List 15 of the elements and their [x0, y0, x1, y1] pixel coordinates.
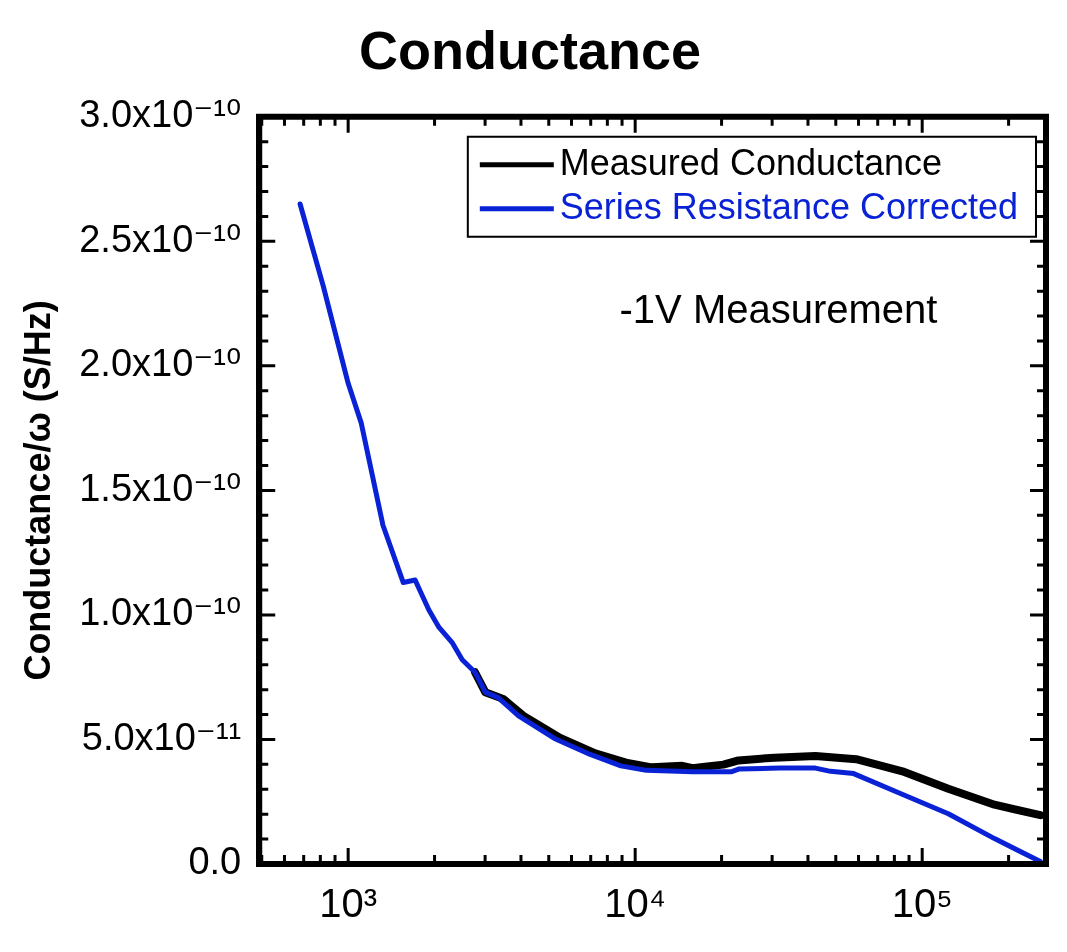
y-tick-label: 0.0 — [188, 840, 242, 883]
legend-label: Series Resistance Corrected — [559, 185, 1019, 227]
y-tick-label: 1.5x10⁻¹⁰ — [79, 466, 242, 509]
y-tick-label: 5.0x10⁻¹¹ — [81, 715, 242, 758]
y-tick-label: 2.0x10⁻¹⁰ — [79, 342, 242, 385]
x-tick-label: 10⁵ — [891, 881, 953, 926]
y-tick-label: 3.0x10⁻¹⁰ — [79, 93, 242, 136]
x-tick-label: 10³ — [319, 881, 378, 926]
annotation: -1V Measurement — [619, 286, 938, 331]
y-tick-label: 2.5x10⁻¹⁰ — [79, 217, 242, 260]
y-tick-label: 1.0x10⁻¹⁰ — [79, 591, 242, 634]
y-axis-title: Conductance/ω (S/Hz) — [16, 300, 58, 681]
chart-title: Conductance — [358, 20, 702, 81]
x-tick-label: 10⁴ — [604, 881, 667, 926]
legend-label: Measured Conductance — [559, 141, 943, 183]
